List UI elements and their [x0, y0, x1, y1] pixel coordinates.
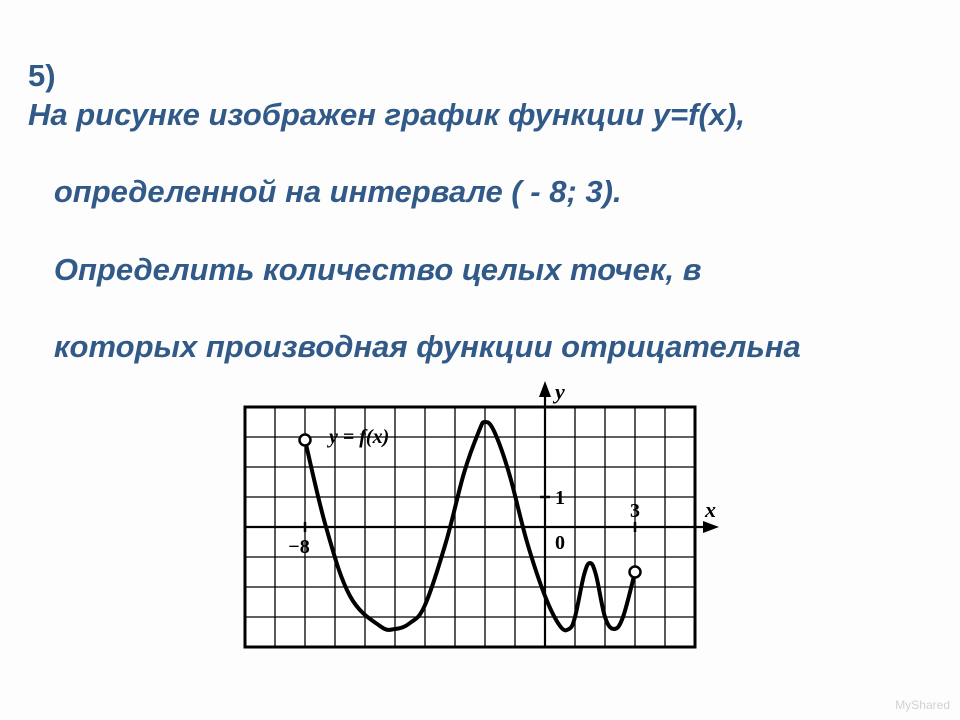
question-block: 5) На рисунке изображен график функции y…: [28, 18, 932, 367]
function-graph: y x −8 1 0 3 y = f(x): [235, 377, 725, 657]
question-line-2: Определить количество целых точек, в: [54, 252, 702, 287]
svg-text:3: 3: [630, 500, 640, 522]
svg-text:−8: −8: [288, 536, 309, 558]
page: 5) На рисунке изображен график функции y…: [0, 0, 960, 720]
svg-text:0: 0: [555, 532, 565, 554]
question-line-1: определенной на интервале ( - 8; 3).: [54, 174, 622, 209]
svg-text:1: 1: [555, 487, 565, 509]
graph-container: y x −8 1 0 3 y = f(x): [28, 377, 932, 662]
question-line-3: которых производная функции отрицательна: [54, 329, 801, 364]
svg-text:y: y: [552, 379, 565, 404]
question-line-0: На рисунке изображен график функции y=f(…: [28, 97, 745, 132]
svg-text:x: x: [704, 497, 716, 522]
question-number: 5): [28, 58, 56, 93]
watermark: MyShared: [895, 698, 950, 712]
svg-text:y = f(x): y = f(x): [327, 426, 389, 448]
